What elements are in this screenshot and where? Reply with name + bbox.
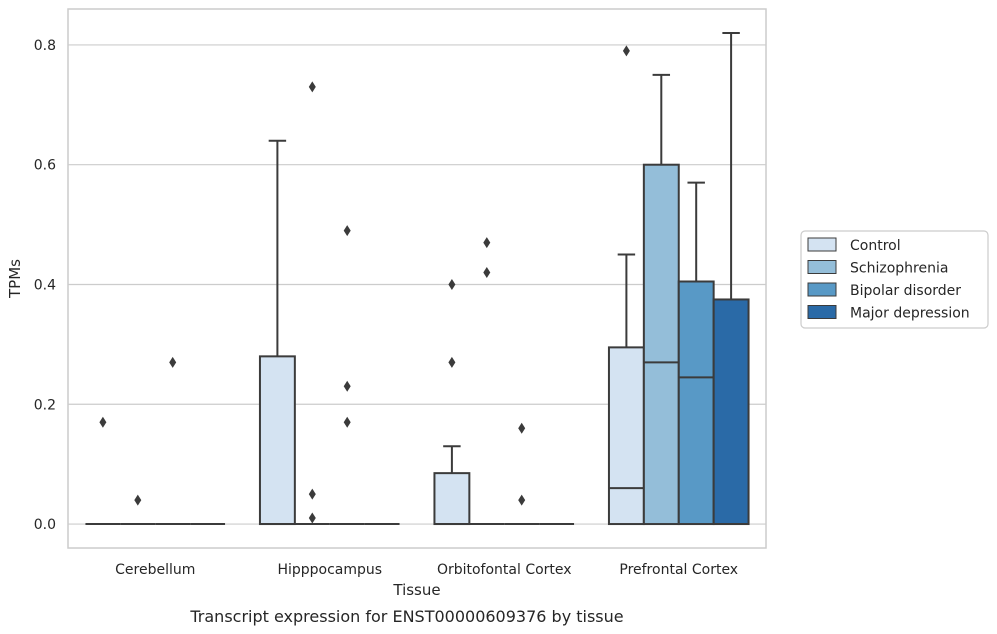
x-tick-label: Orbitofontal Cortex — [437, 562, 572, 578]
outlier-point — [343, 380, 351, 392]
legend-label: Major depression — [850, 306, 970, 322]
legend-swatch — [807, 260, 837, 274]
x-tick-label: Prefrontal Cortex — [619, 562, 738, 578]
box-mark — [155, 356, 191, 526]
legend-swatch — [807, 305, 837, 319]
box-mark — [294, 81, 330, 526]
outlier-point — [99, 416, 107, 428]
plot-area-frame — [67, 8, 767, 549]
outlier-point — [308, 512, 316, 524]
legend-label: Bipolar disorder — [850, 283, 961, 299]
y-tick-label: 0.2 — [34, 397, 56, 413]
x-tick-label: Hipppocampus — [277, 562, 382, 578]
outlier-point — [308, 81, 316, 93]
legend-frame — [800, 230, 989, 329]
box-mark — [85, 416, 121, 526]
legend-label: Control — [850, 238, 901, 254]
box-mark — [504, 422, 540, 526]
box-mark — [258, 139, 296, 526]
box-mark — [642, 73, 680, 526]
box-mark — [677, 181, 715, 526]
outlier-point — [483, 237, 491, 249]
y-axis-label: TPMs — [6, 259, 24, 299]
box-body — [433, 472, 471, 526]
outlier-point — [518, 494, 526, 506]
box-body — [712, 298, 750, 526]
box-marks — [85, 31, 750, 526]
outlier-point — [518, 422, 526, 434]
box-body — [677, 280, 715, 526]
outlier-point — [308, 488, 316, 500]
y-tick-label: 0.6 — [34, 158, 56, 174]
outlier-point — [483, 267, 491, 279]
box-mark — [329, 225, 365, 526]
chart-caption: Transcript expression for ENST0000060937… — [189, 607, 623, 626]
box-mark — [469, 237, 505, 526]
box-mark — [607, 45, 645, 526]
x-axis-label: Tissue — [392, 581, 440, 599]
outlier-point — [343, 416, 351, 428]
legend-label: Schizophrenia — [850, 261, 948, 277]
y-tick-label: 0.0 — [34, 517, 56, 533]
legend-swatch — [807, 282, 837, 297]
outlier-point — [622, 45, 630, 57]
legend: Control Schizophrenia Bipolar disorder Majo… — [800, 230, 989, 329]
outlier-point — [448, 356, 456, 368]
outlier-point — [134, 494, 142, 506]
outlier-point — [169, 356, 177, 368]
y-axis-ticks: 0.0 0.2 0.4 0.6 0.8 — [34, 38, 56, 533]
x-axis-ticks: Cerebellum Hipppocampus Orbitofontal Corte… — [115, 562, 738, 578]
y-tick-label: 0.8 — [34, 38, 56, 54]
box-body — [642, 163, 680, 526]
x-tick-label: Cerebellum — [115, 562, 195, 578]
legend-swatch — [807, 237, 837, 252]
y-tick-label: 0.4 — [34, 277, 56, 293]
box-body — [607, 346, 645, 526]
box-body — [258, 355, 296, 526]
box-mark — [433, 278, 471, 526]
outlier-point — [448, 278, 456, 290]
outlier-point — [343, 225, 351, 237]
box-mark — [712, 31, 750, 526]
box-mark — [120, 494, 156, 526]
